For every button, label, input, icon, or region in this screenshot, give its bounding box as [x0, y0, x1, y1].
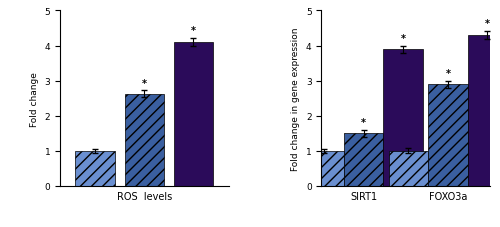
Text: *: *: [191, 26, 196, 36]
Y-axis label: Fold change in gene expression: Fold change in gene expression: [292, 27, 300, 170]
Text: *: *: [446, 69, 450, 79]
Text: *: *: [361, 117, 366, 127]
Bar: [76, 151, 115, 186]
Y-axis label: Fold change: Fold change: [30, 72, 39, 126]
Bar: [389, 151, 428, 186]
Text: *: *: [142, 78, 147, 88]
Bar: [304, 151, 344, 186]
Bar: [383, 50, 422, 186]
Text: *: *: [400, 34, 406, 44]
Bar: [344, 134, 383, 186]
Text: *: *: [484, 19, 490, 29]
Bar: [428, 85, 468, 186]
Bar: [124, 95, 164, 186]
Bar: [468, 36, 500, 186]
Bar: [174, 43, 213, 186]
